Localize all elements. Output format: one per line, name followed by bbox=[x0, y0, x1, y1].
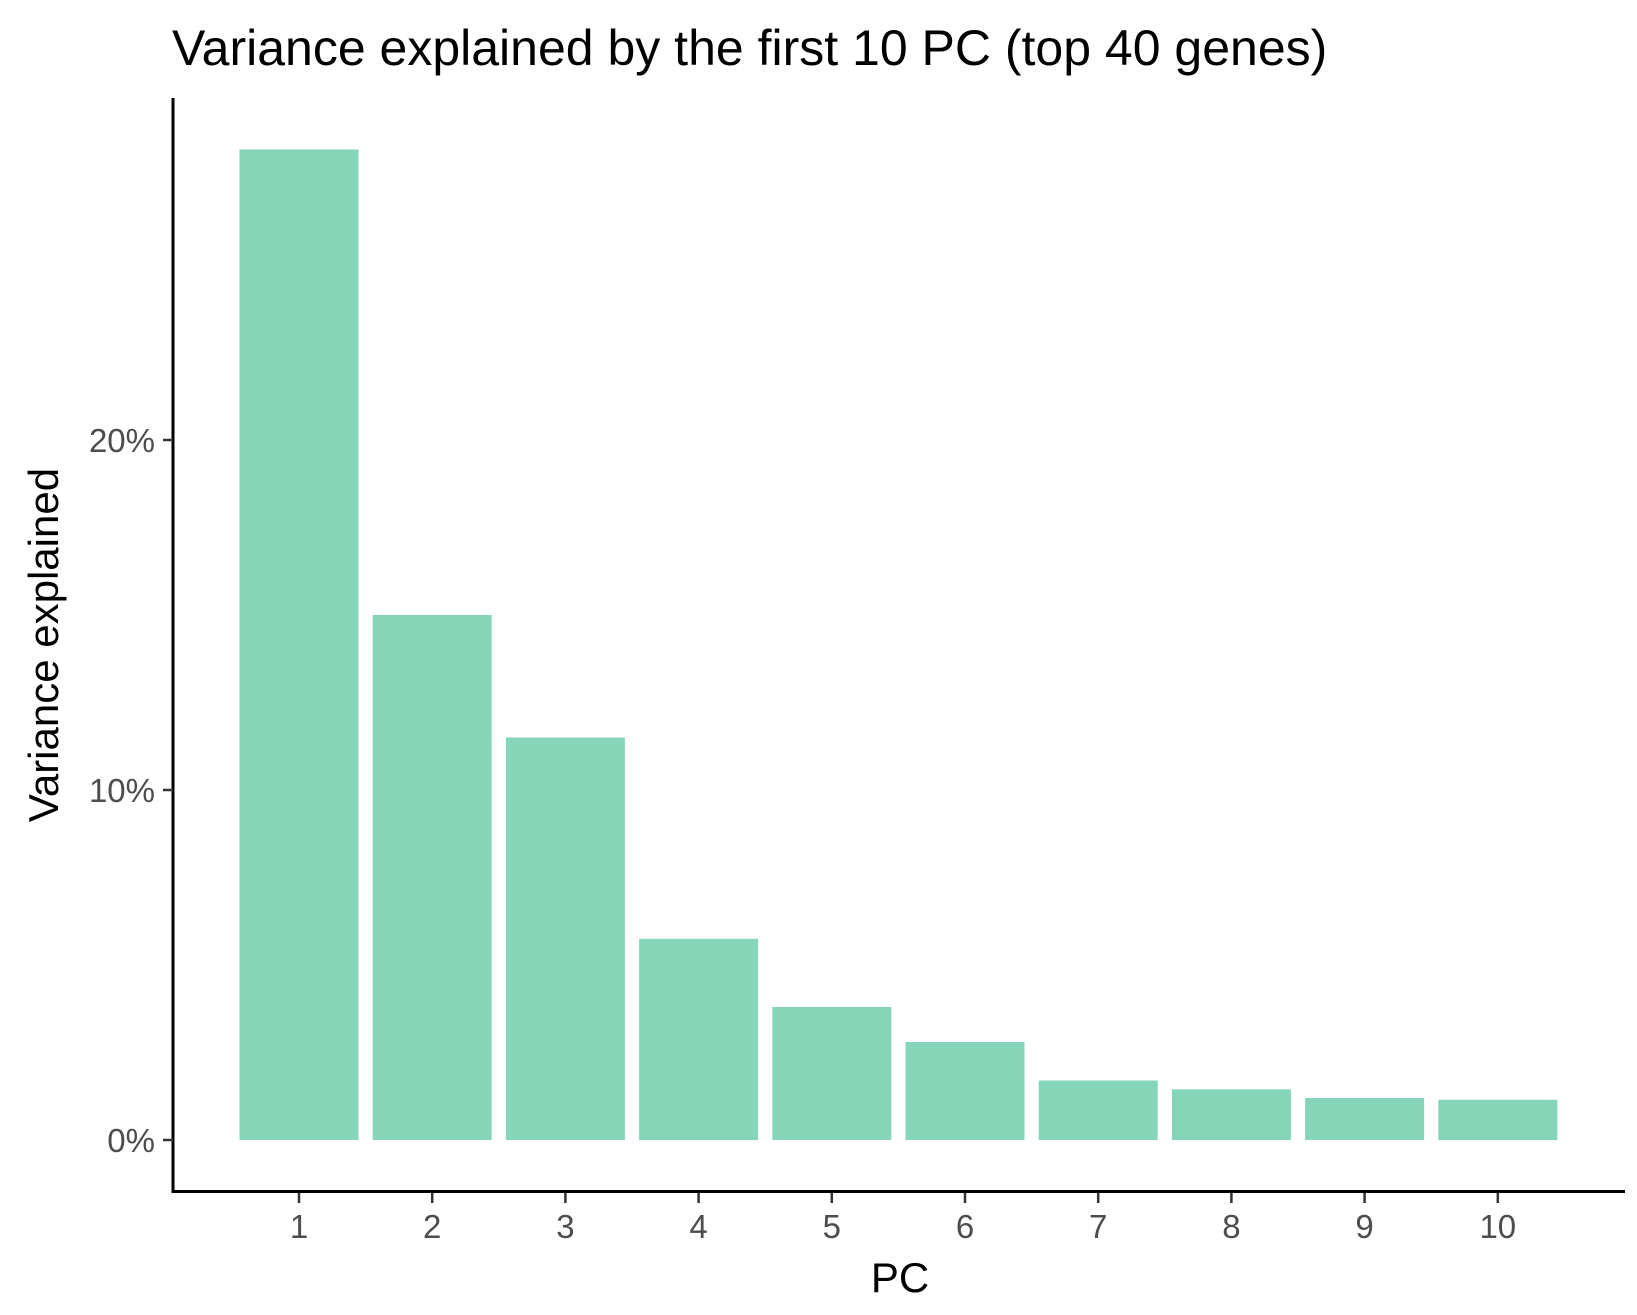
y-tick-label: 10% bbox=[89, 772, 155, 809]
x-axis-title: PC bbox=[871, 1254, 929, 1301]
chart-title: Variance explained by the first 10 PC (t… bbox=[172, 20, 1327, 76]
x-tick-label: 4 bbox=[689, 1208, 707, 1245]
x-tick-label: 6 bbox=[956, 1208, 974, 1245]
x-tick-label: 10 bbox=[1479, 1208, 1516, 1245]
bar-pc-2 bbox=[372, 615, 492, 1140]
bar-pc-7 bbox=[1038, 1080, 1158, 1140]
bar-pc-1 bbox=[239, 149, 359, 1140]
x-tick-label: 7 bbox=[1089, 1208, 1107, 1245]
x-tick-label: 1 bbox=[290, 1208, 308, 1245]
bar-pc-10 bbox=[1438, 1099, 1558, 1141]
x-tick-label: 2 bbox=[423, 1208, 441, 1245]
x-tick-label: 3 bbox=[556, 1208, 574, 1245]
y-axis-ticks: 0% 10% 20% bbox=[89, 422, 173, 1159]
bars-group bbox=[239, 149, 1558, 1141]
x-tick-label: 5 bbox=[823, 1208, 841, 1245]
y-tick-label: 0% bbox=[107, 1122, 155, 1159]
bar-pc-5 bbox=[772, 1007, 892, 1140]
y-axis-title: Variance explained bbox=[20, 468, 67, 822]
x-tick-label: 8 bbox=[1222, 1208, 1240, 1245]
x-axis-ticks: 1 2 3 4 5 6 7 8 9 10 bbox=[290, 1193, 1516, 1245]
bar-pc-8 bbox=[1171, 1089, 1291, 1141]
bar-pc-6 bbox=[905, 1042, 1025, 1140]
x-tick-label: 9 bbox=[1355, 1208, 1373, 1245]
y-tick-label: 20% bbox=[89, 422, 155, 459]
bar-pc-4 bbox=[639, 938, 759, 1141]
bar-pc-3 bbox=[505, 737, 625, 1140]
bar-pc-9 bbox=[1305, 1098, 1425, 1140]
